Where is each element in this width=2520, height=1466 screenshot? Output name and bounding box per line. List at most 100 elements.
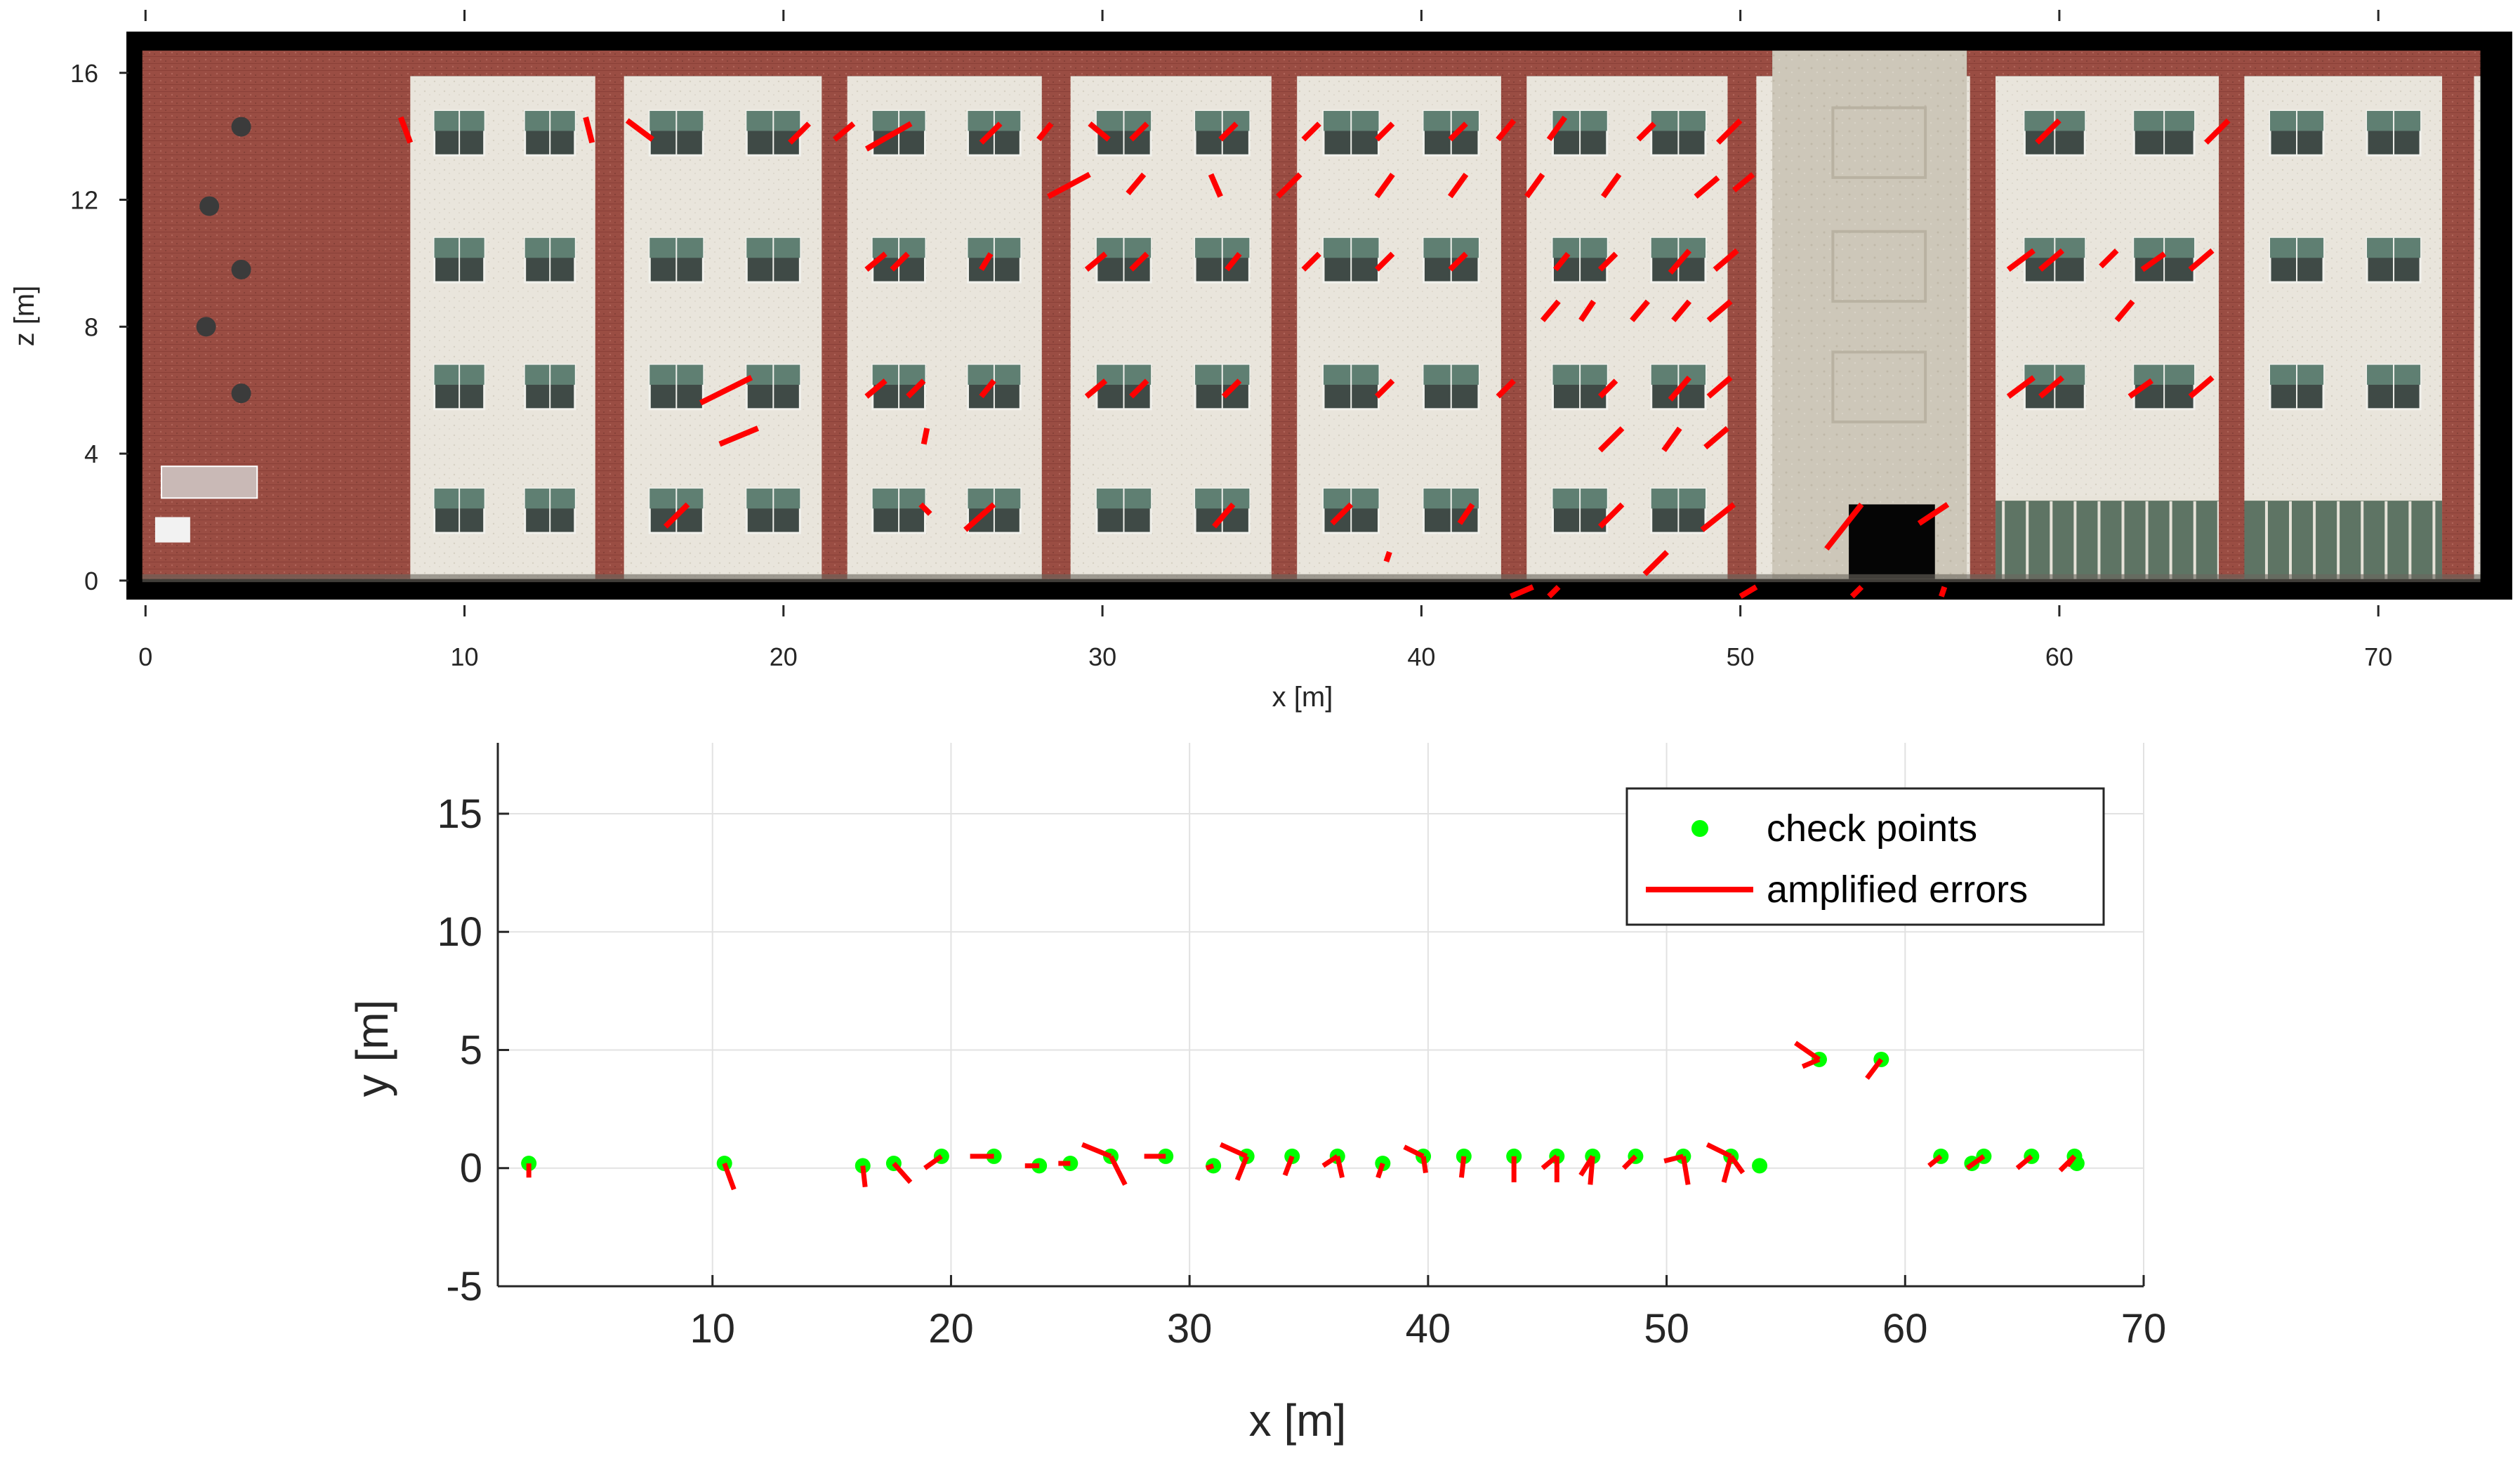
- error-vector: [1680, 1156, 1691, 1185]
- error-vector: [1739, 584, 1758, 599]
- error-vector: [1376, 1162, 1385, 1179]
- error-vector: [663, 502, 690, 529]
- error-vector: [1597, 502, 1625, 529]
- error-vector: [1703, 425, 1730, 450]
- error-vector: [1448, 121, 1468, 142]
- error-vector: [1668, 249, 1691, 275]
- error-vector: [1700, 502, 1736, 532]
- error-vector: [890, 251, 910, 272]
- error-vector: [2204, 118, 2231, 145]
- x-tick-label: 30: [1088, 642, 1116, 671]
- error-vector: [2128, 378, 2153, 399]
- error-vector: [1965, 1154, 1986, 1170]
- error-vector: [1546, 115, 1568, 141]
- x-tick-label: 50: [1727, 642, 1755, 671]
- stair-tower: [1772, 51, 1967, 579]
- error-vector: [1636, 121, 1656, 142]
- x-tick-label: 20: [770, 642, 798, 671]
- error-vector: [1084, 251, 1108, 272]
- glazing-mullion: [2408, 501, 2412, 579]
- error-vector: [1036, 121, 1054, 142]
- error-vector: [864, 121, 913, 152]
- error-vector: [1458, 1156, 1467, 1178]
- error-vector: [2038, 375, 2065, 399]
- error-vector: [1126, 172, 1147, 196]
- error-vector: [1448, 173, 1469, 199]
- error-vector: [1597, 251, 1618, 272]
- error-vector: [1301, 121, 1321, 142]
- error-vector: [1732, 172, 1755, 193]
- error-vector: [1301, 251, 1321, 272]
- error-vector: [2015, 1154, 2033, 1170]
- error-vector: [1547, 585, 1561, 599]
- brick-wing-left: [142, 51, 385, 579]
- error-vector: [1668, 376, 1691, 402]
- error-vector: [1917, 502, 1950, 526]
- error-vector: [1706, 375, 1733, 399]
- brick-pier: [595, 51, 624, 579]
- error-vector: [1321, 1154, 1339, 1168]
- error-vector: [1330, 502, 1354, 526]
- error-vector: [1661, 426, 1682, 452]
- glazing-mullion: [2193, 501, 2196, 579]
- error-vector: [1588, 1156, 1595, 1185]
- error-vector: [1335, 1156, 1345, 1178]
- ground-strip: [142, 574, 2481, 583]
- error-vector: [1824, 502, 1864, 551]
- y-tick-label: 0: [460, 1146, 482, 1191]
- legend-check-point-marker: [1691, 820, 1708, 837]
- y-tick-label: 0: [84, 567, 98, 595]
- error-vector: [1205, 1163, 1215, 1171]
- error-vector: [1457, 503, 1475, 525]
- error-vector: [1374, 121, 1395, 142]
- round-vent: [199, 196, 220, 216]
- glazing-mullion: [2026, 501, 2029, 579]
- glazing-mullion: [2121, 501, 2125, 579]
- error-vector: [1540, 299, 1561, 322]
- error-vector: [583, 117, 595, 144]
- error-vector: [864, 251, 888, 272]
- error-vector: [788, 121, 811, 145]
- error-vector: [1108, 1155, 1128, 1186]
- glazing-mullion: [2337, 501, 2340, 579]
- error-vector: [1496, 118, 1517, 142]
- brick-pier: [1727, 51, 1757, 579]
- error-vector: [2006, 248, 2036, 272]
- error-vector: [1849, 585, 1864, 599]
- error-vector: [1601, 173, 1622, 199]
- y-tick-label: 5: [460, 1027, 482, 1073]
- error-vector: [2140, 251, 2167, 272]
- error-vector: [1046, 171, 1091, 199]
- error-vector: [1671, 299, 1692, 322]
- glazing-mullion: [2169, 501, 2172, 579]
- round-vent: [231, 259, 251, 279]
- error-vector: [1225, 251, 1242, 272]
- error-vector: [1129, 121, 1149, 142]
- error-vector: [1374, 378, 1395, 399]
- error-vector: [2035, 118, 2061, 145]
- error-vector: [2006, 375, 2036, 399]
- error-vector: [1663, 1154, 1684, 1164]
- error-vector: [1630, 299, 1650, 322]
- bottom-axis-labels: x [m] y [m]: [347, 1000, 1346, 1446]
- top-y-axis-label: z [m]: [9, 286, 40, 347]
- error-vector: [1129, 378, 1149, 399]
- error-vector: [1496, 378, 1516, 399]
- error-vector: [1509, 584, 1534, 600]
- error-vector: [906, 378, 926, 399]
- legend: check points amplified errors: [1625, 787, 2105, 926]
- error-vector: [860, 1165, 868, 1188]
- error-vector: [832, 121, 856, 142]
- brick-pier: [1041, 51, 1071, 579]
- error-vector: [2038, 248, 2065, 272]
- brick-pier: [1271, 51, 1298, 579]
- x-tick-label: 40: [1407, 642, 1435, 671]
- error-vector: [1276, 172, 1302, 199]
- error-vector: [1084, 378, 1108, 399]
- tower-panel: [1831, 106, 1927, 179]
- y-tick-label: 12: [70, 186, 98, 215]
- x-tick-label: 0: [138, 642, 152, 671]
- glazing-mullion: [2073, 501, 2077, 579]
- brick-pier: [2442, 51, 2474, 579]
- error-vector: [1212, 502, 1236, 529]
